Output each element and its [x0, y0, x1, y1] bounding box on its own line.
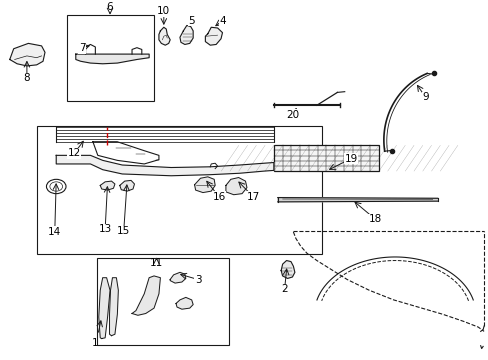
Text: 12: 12 [67, 148, 81, 158]
Text: 5: 5 [188, 16, 195, 26]
Polygon shape [176, 297, 193, 309]
Bar [67, 15, 154, 101]
Polygon shape [76, 54, 149, 64]
Polygon shape [100, 181, 115, 190]
Polygon shape [225, 177, 246, 195]
Polygon shape [93, 142, 159, 164]
Text: 1: 1 [92, 338, 99, 348]
Circle shape [46, 179, 66, 194]
Text: 16: 16 [212, 192, 225, 202]
Text: 6: 6 [106, 2, 113, 12]
Polygon shape [205, 27, 222, 45]
Text: 2: 2 [281, 284, 287, 294]
Text: 19: 19 [344, 154, 357, 163]
Text: 20: 20 [285, 110, 298, 120]
Text: 18: 18 [368, 215, 382, 224]
Polygon shape [132, 276, 160, 315]
Text: 14: 14 [48, 227, 61, 237]
Polygon shape [99, 278, 110, 338]
Bar [273, 145, 378, 171]
Polygon shape [170, 273, 185, 283]
Text: 3: 3 [194, 275, 201, 284]
Bar [37, 126, 321, 255]
Polygon shape [159, 27, 170, 45]
Text: 7: 7 [79, 43, 85, 53]
Text: 8: 8 [23, 73, 30, 83]
Circle shape [50, 182, 62, 191]
Text: 11: 11 [149, 258, 163, 269]
Polygon shape [109, 278, 118, 336]
Polygon shape [194, 177, 215, 193]
Text: 15: 15 [117, 226, 130, 236]
Text: 4: 4 [219, 16, 225, 26]
Polygon shape [10, 44, 45, 66]
Text: 9: 9 [421, 92, 428, 102]
Polygon shape [281, 261, 294, 278]
Text: 13: 13 [98, 224, 112, 234]
Polygon shape [56, 156, 273, 176]
Text: 10: 10 [157, 6, 170, 16]
Bar [97, 258, 228, 345]
Polygon shape [180, 26, 193, 44]
Text: 17: 17 [246, 192, 260, 202]
Polygon shape [277, 198, 437, 202]
Polygon shape [120, 180, 134, 191]
